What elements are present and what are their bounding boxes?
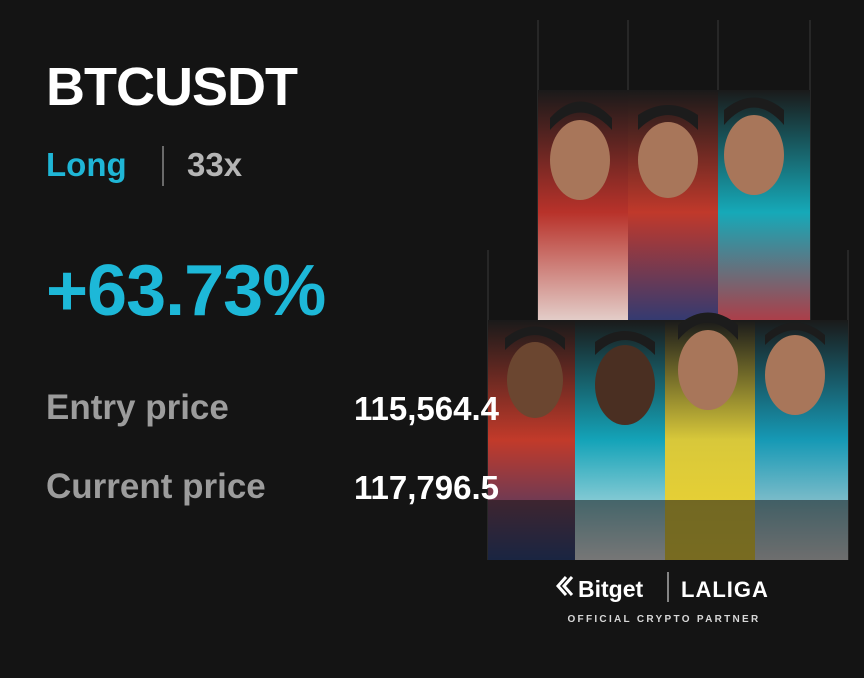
price-label: Entry price (46, 388, 229, 427)
brand-tagline: OFFICIAL CRYPTO PARTNER (567, 614, 760, 625)
price-label: Current price (46, 467, 266, 506)
leverage: 33x (187, 146, 243, 183)
separator (162, 146, 164, 186)
price-value: 117,796.5 (354, 469, 499, 506)
partner-name: LALIGA (681, 577, 769, 602)
bitget-logo (555, 576, 574, 596)
pnl: +63.73% (46, 251, 326, 331)
price-value: 115,564.4 (354, 390, 499, 427)
symbol: BTCUSDT (46, 57, 298, 117)
brand-name: Bitget (578, 576, 644, 602)
position-side: Long (46, 146, 127, 183)
